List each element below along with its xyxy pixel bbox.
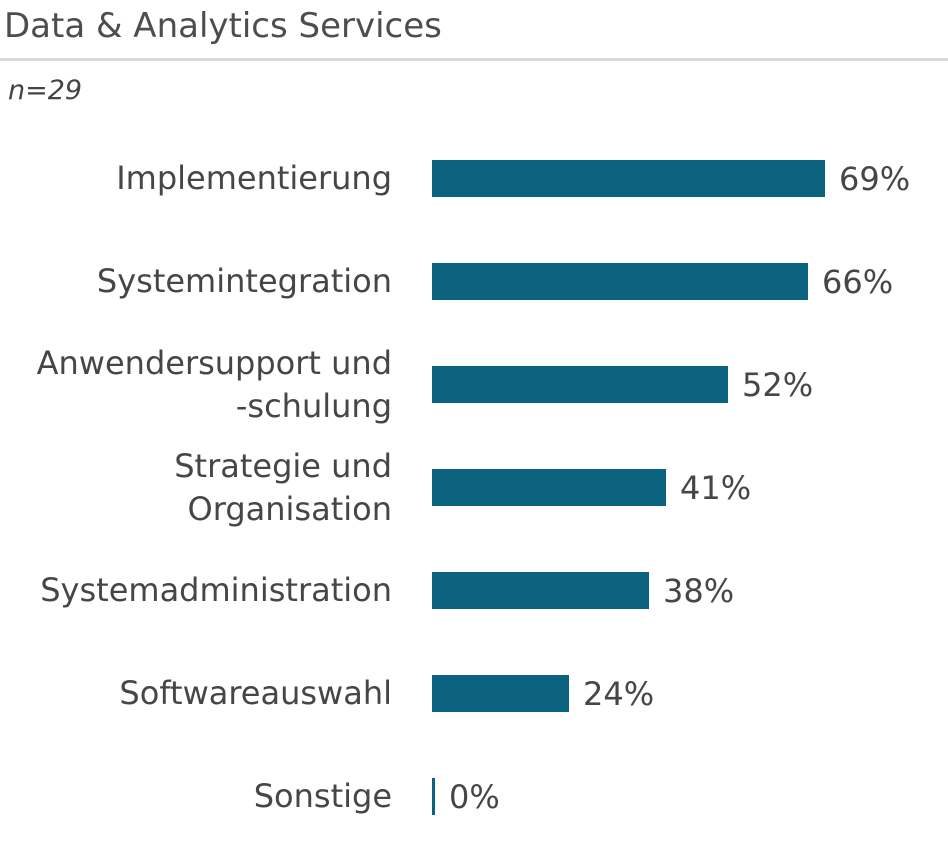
value-label: 66% bbox=[822, 262, 894, 301]
value-label: 0% bbox=[449, 777, 500, 816]
bar bbox=[432, 263, 808, 300]
category-label: Strategie und Organisation bbox=[174, 446, 392, 528]
bar-cell: 66% bbox=[432, 230, 948, 333]
chart-row: Implementierung 69% bbox=[0, 127, 948, 230]
bar-chart: Implementierung 69% Systemintegration 66% An… bbox=[0, 127, 948, 848]
category-label: Implementierung bbox=[116, 159, 392, 197]
bar bbox=[432, 675, 569, 712]
chart-row: Systemadministration 38% bbox=[0, 539, 948, 642]
chart-row: Softwareauswahl 24% bbox=[0, 642, 948, 745]
bar bbox=[432, 469, 666, 506]
value-label: 24% bbox=[583, 674, 655, 713]
value-label: 38% bbox=[663, 571, 735, 610]
value-label: 41% bbox=[680, 468, 752, 507]
bar-cell: 38% bbox=[432, 539, 948, 642]
bar bbox=[432, 160, 825, 197]
bar bbox=[432, 572, 649, 609]
page-title: Data & Analytics Services bbox=[4, 6, 442, 46]
category-label: Anwendersupport und -schulung bbox=[36, 343, 392, 425]
category-label: Sonstige bbox=[253, 777, 392, 815]
bar-cell: 24% bbox=[432, 642, 948, 745]
bar-cell: 69% bbox=[432, 127, 948, 230]
bar bbox=[432, 778, 435, 815]
bar-cell: 52% bbox=[432, 333, 948, 436]
chart-row: Strategie und Organisation 41% bbox=[0, 436, 948, 539]
value-label: 69% bbox=[839, 159, 911, 198]
bar-cell: 0% bbox=[432, 745, 948, 848]
bar bbox=[432, 366, 728, 403]
category-label: Systemintegration bbox=[96, 262, 392, 300]
chart-header: Data & Analytics Services bbox=[0, 0, 948, 61]
value-label: 52% bbox=[742, 365, 814, 404]
sample-size-label: n=29 bbox=[8, 75, 83, 106]
chart-row: Anwendersupport und -schulung 52% bbox=[0, 333, 948, 436]
chart-row: Systemintegration 66% bbox=[0, 230, 948, 333]
chart-row: Sonstige 0% bbox=[0, 745, 948, 848]
bar-cell: 41% bbox=[432, 436, 948, 539]
category-label: Softwareauswahl bbox=[119, 674, 392, 712]
category-label: Systemadministration bbox=[40, 571, 392, 609]
